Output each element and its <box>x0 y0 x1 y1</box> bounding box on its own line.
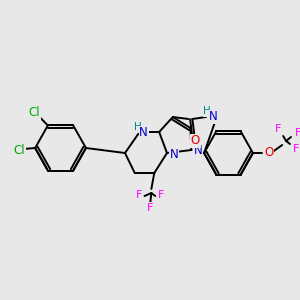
Text: H: H <box>134 122 142 132</box>
Text: N: N <box>208 110 217 124</box>
Text: N: N <box>139 127 148 140</box>
Text: Cl: Cl <box>28 106 40 119</box>
Text: H: H <box>203 106 211 116</box>
Text: N: N <box>169 148 178 160</box>
Text: F: F <box>295 128 300 138</box>
Text: O: O <box>191 134 200 148</box>
Text: F: F <box>136 190 142 200</box>
Text: F: F <box>293 144 299 154</box>
Text: F: F <box>147 203 154 213</box>
Text: O: O <box>264 146 273 160</box>
Text: F: F <box>275 124 281 134</box>
Text: F: F <box>158 190 164 200</box>
Text: N: N <box>194 143 203 157</box>
Text: Cl: Cl <box>14 143 25 157</box>
